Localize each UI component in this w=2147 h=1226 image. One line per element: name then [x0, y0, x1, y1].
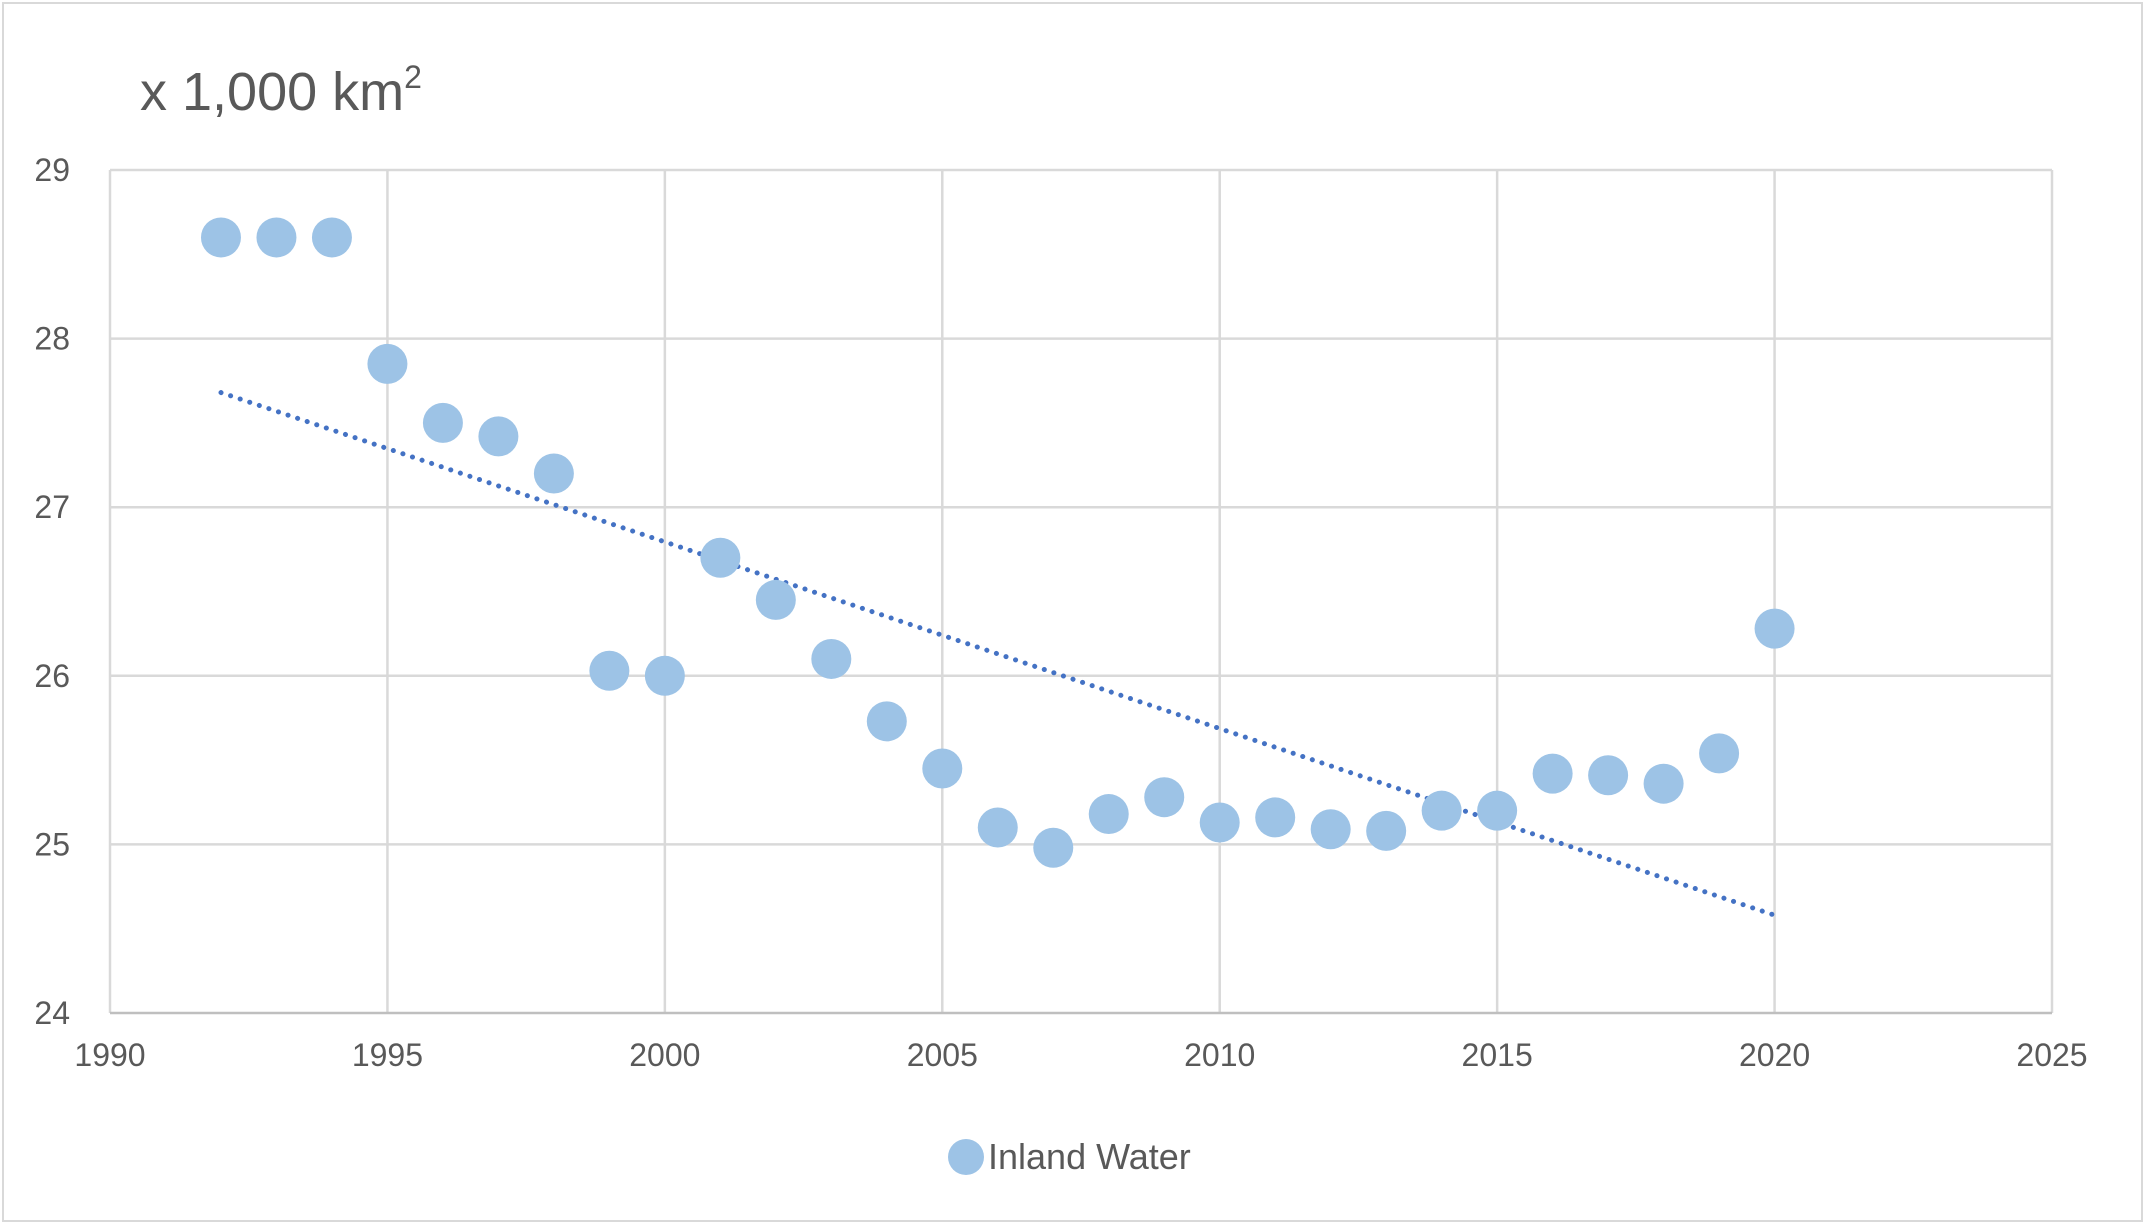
x-tick-label: 2025 [2016, 1037, 2087, 1073]
data-point [977, 807, 1018, 848]
x-tick-label: 2000 [629, 1037, 700, 1073]
y-tick-label: 29 [34, 152, 70, 188]
y-tick-label: 28 [34, 321, 70, 357]
data-point [367, 343, 408, 384]
data-point [700, 537, 741, 578]
data-point [1199, 802, 1240, 843]
data-point [1421, 790, 1462, 831]
tick-labels: 24 25 26 27 28 29 1990 1995 2000 2005 2010 2015 2020… [34, 152, 2087, 1073]
legend-label: Inland Water [988, 1136, 1191, 1177]
unit-label-superscript: 2 [404, 59, 422, 95]
grid-lines [108, 168, 2054, 1013]
data-point [811, 638, 852, 679]
linear-trendline [218, 390, 1778, 918]
data-point [1477, 790, 1518, 831]
data-point [866, 701, 907, 742]
data-point [1532, 753, 1573, 794]
unit-label: x 1,000 km2 [140, 59, 422, 122]
data-point [478, 416, 519, 457]
trendline-layer [218, 390, 1778, 918]
x-tick-label: 2020 [1739, 1037, 1810, 1073]
data-points [200, 217, 1795, 868]
data-point [644, 655, 685, 696]
x-tick-label: 1995 [352, 1037, 423, 1073]
data-point [1754, 608, 1795, 649]
data-point [422, 402, 463, 443]
data-point [1310, 809, 1351, 850]
x-tick-label: 2005 [907, 1037, 978, 1073]
unit-label-main: x 1,000 km [140, 62, 404, 122]
legend-marker [948, 1139, 984, 1175]
data-point [200, 217, 241, 258]
y-tick-label: 25 [34, 826, 70, 862]
data-point [1255, 797, 1296, 838]
data-point [1643, 763, 1684, 804]
legend: Inland Water [948, 1136, 1191, 1177]
data-point [1588, 755, 1629, 796]
data-point [755, 579, 796, 620]
y-tick-label: 24 [34, 995, 70, 1031]
x-tick-label: 2010 [1184, 1037, 1255, 1073]
data-point [533, 453, 574, 494]
data-point [1033, 827, 1074, 868]
data-point [311, 217, 352, 258]
data-point [589, 650, 630, 691]
y-tick-label: 26 [34, 658, 70, 694]
data-point [1699, 733, 1740, 774]
data-point [1144, 777, 1185, 818]
data-point [1088, 794, 1129, 835]
x-tick-label: 2015 [1462, 1037, 1533, 1073]
data-point [1366, 810, 1407, 851]
x-tick-label: 1990 [74, 1037, 145, 1073]
y-tick-label: 27 [34, 489, 70, 525]
data-point [256, 217, 297, 258]
data-point [922, 748, 963, 789]
